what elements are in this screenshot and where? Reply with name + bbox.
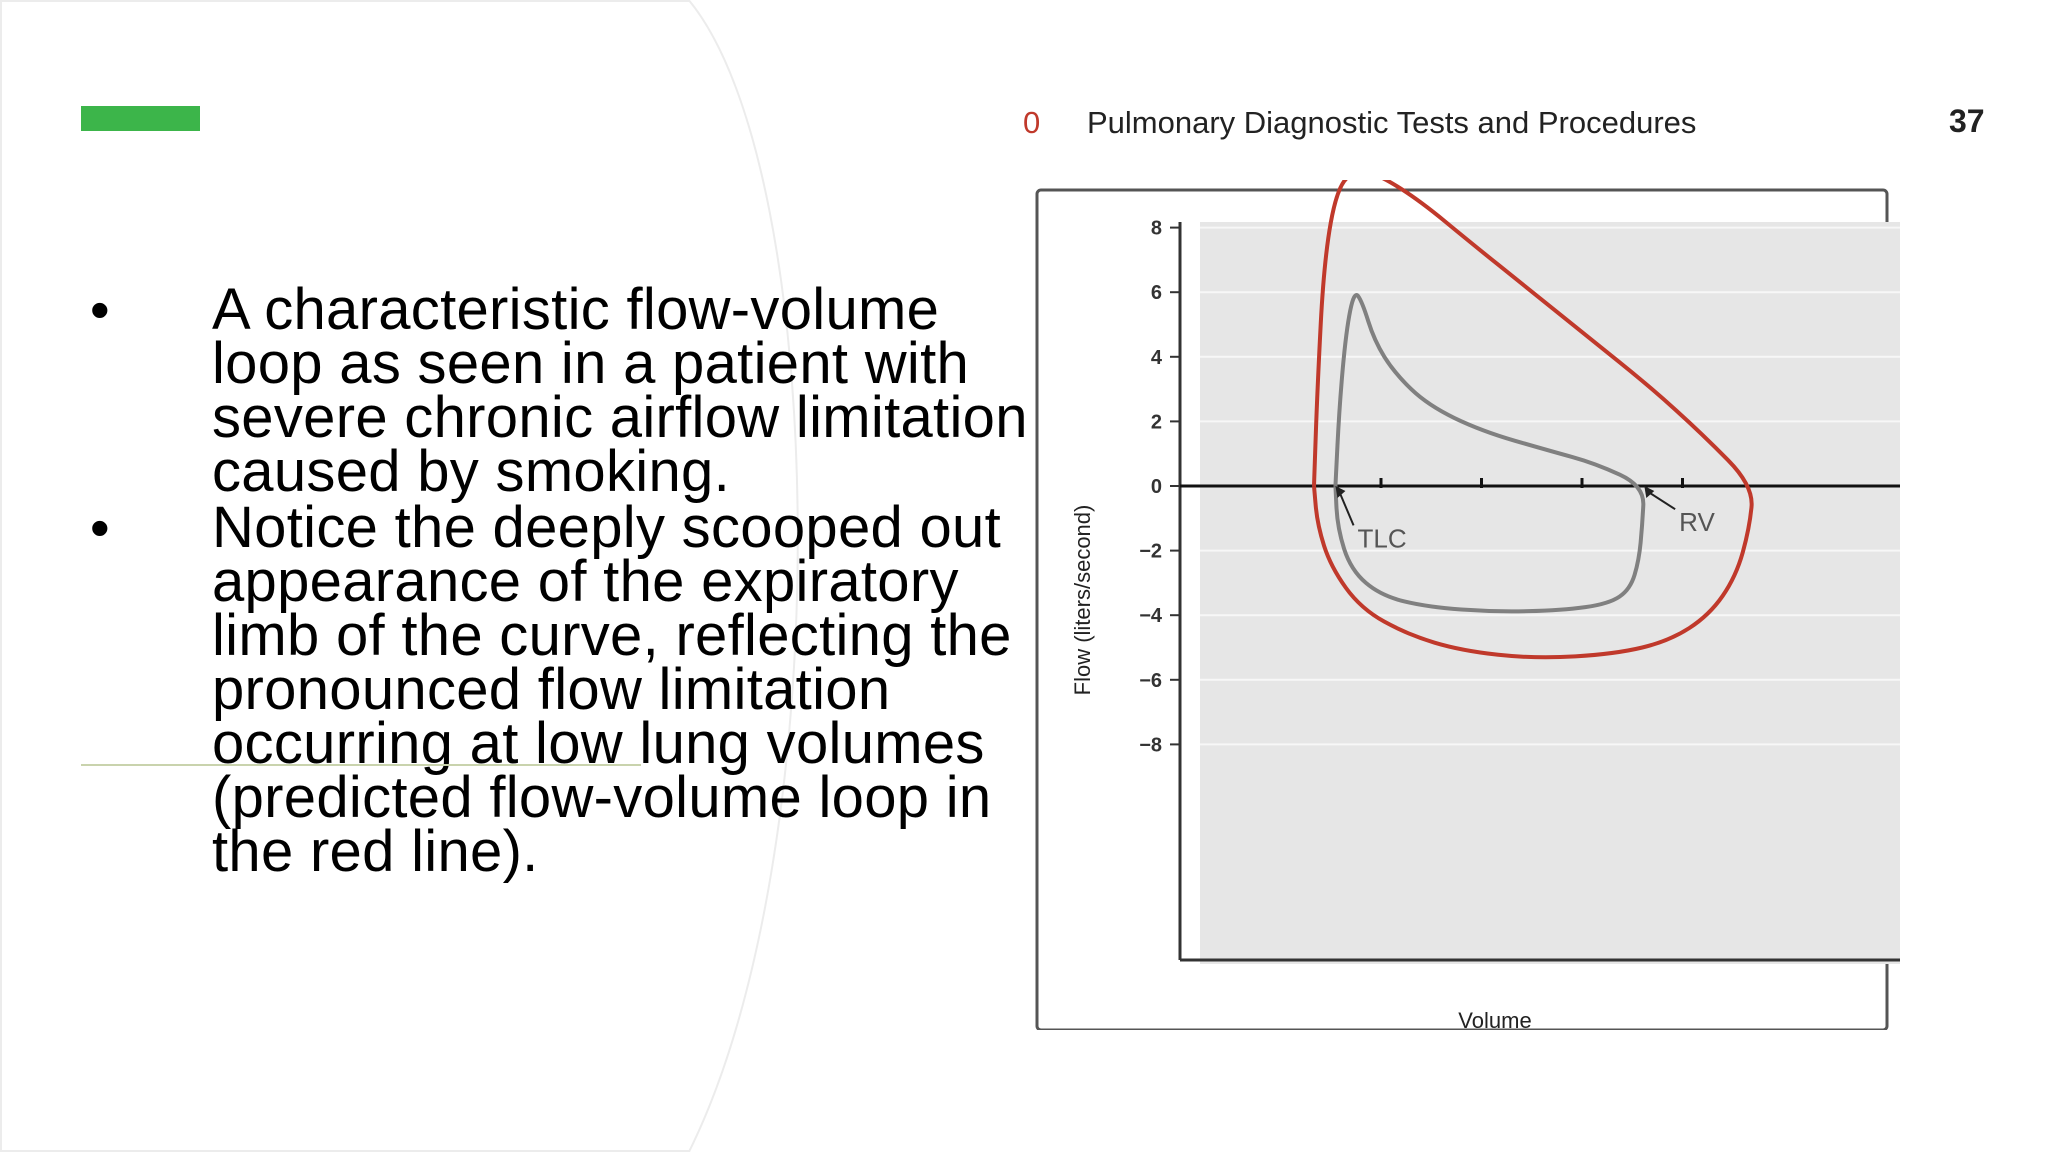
- y-tick-label: −2: [1139, 541, 1162, 563]
- y-tick-label: 0: [1151, 476, 1162, 498]
- y-tick-label: 6: [1151, 282, 1162, 304]
- y-tick-label: 4: [1151, 347, 1163, 369]
- bullet-text-1: A characteristic flow-volume loop as see…: [212, 277, 1028, 504]
- y-tick-label: 8: [1151, 218, 1162, 240]
- plot-background: [1200, 222, 1900, 964]
- series-line-2: [1333, 293, 1646, 614]
- y-tick-label: −8: [1139, 734, 1162, 756]
- bullet-item-2: • Notice the deeply scooped out appearan…: [90, 496, 1020, 881]
- annotation-arrow: [1338, 491, 1355, 526]
- header-title: Pulmonary Diagnostic Tests and Procedure…: [1087, 105, 1697, 140]
- bullet-marker: •: [90, 278, 110, 341]
- accent-bar: [81, 106, 200, 131]
- annotation-label-rv: RV: [1679, 507, 1715, 537]
- x-axis-label: Volume: [1458, 1008, 1531, 1030]
- bullet-list: • A characteristic flow-volume loop as s…: [90, 278, 1027, 881]
- y-tick-label: −6: [1139, 670, 1162, 692]
- annotation-arrow: [1647, 491, 1676, 511]
- book-page-header: 0 Pulmonary Diagnostic Tests and Procedu…: [1023, 103, 2043, 147]
- series-layer: [1312, 180, 1754, 660]
- y-tick-label: 2: [1151, 411, 1162, 433]
- y-tick-label: −4: [1139, 605, 1163, 627]
- bullet-marker: •: [90, 496, 110, 559]
- annotation-arrowhead: [1644, 486, 1655, 498]
- page-number-right: 37: [1949, 103, 1985, 139]
- annotation-label-tlc: TLC: [1358, 523, 1407, 553]
- divider-line: [81, 764, 641, 766]
- y-axis-label: Flow (liters/second): [1070, 505, 1095, 696]
- series-line-1: [1312, 180, 1754, 660]
- page-number-left: 0: [1023, 105, 1041, 140]
- bullet-text-2: Notice the deeply scooped out appearance…: [212, 495, 1012, 884]
- axes: 1086420−2−4−6−8: [1139, 218, 1900, 962]
- bullet-item-1: • A characteristic flow-volume loop as s…: [90, 278, 1027, 501]
- annotations: TLC RV: [1335, 486, 1715, 553]
- annotation-arrowhead: [1335, 486, 1346, 498]
